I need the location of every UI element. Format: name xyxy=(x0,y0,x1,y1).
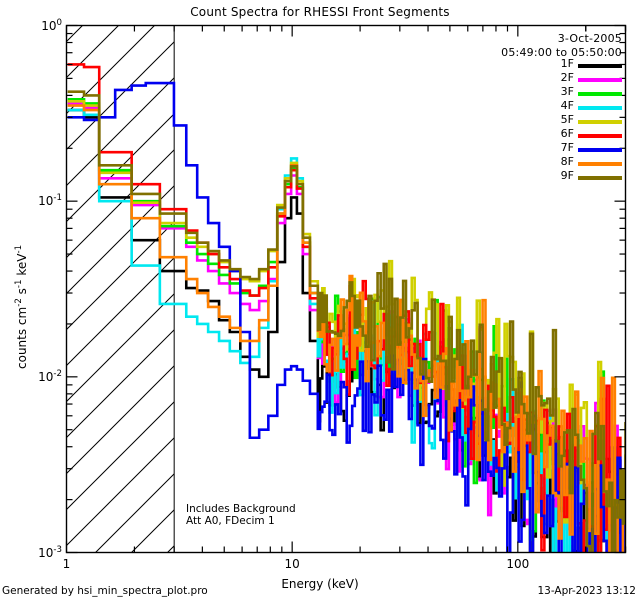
y-tick-10e-2: 10-2 xyxy=(38,368,62,384)
page-title: Count Spectra for RHESSI Front Segments xyxy=(190,5,450,19)
y-tick-10e0: 100 xyxy=(41,17,62,33)
legend-label-5F: 5F xyxy=(560,113,574,126)
legend-label-4F: 4F xyxy=(560,99,574,112)
legend-swatch-9F xyxy=(578,176,622,180)
legend-time-range: 05:49:00 to 05:50:00 xyxy=(501,46,622,59)
legend-label-7F: 7F xyxy=(560,141,574,154)
plot-annotation: Includes Background Att A0, FDecim 1 xyxy=(186,503,296,527)
y-tick-10e-3: 10-3 xyxy=(38,544,62,560)
legend-swatch-1F xyxy=(578,64,622,68)
legend-swatch-8F xyxy=(578,162,622,166)
legend-label-8F: 8F xyxy=(560,155,574,168)
y-axis-label: counts cm-2 s-1 keV-1 xyxy=(14,244,29,369)
legend-swatch-4F xyxy=(578,106,622,110)
legend-label-1F: 1F xyxy=(560,57,574,70)
x-tick-10: 10 xyxy=(284,556,300,571)
legend-label-2F: 2F xyxy=(560,71,574,84)
x-axis-label: Energy (keV) xyxy=(281,576,359,591)
legend-swatch-5F xyxy=(578,120,622,124)
y-tick-10e-1: 10-1 xyxy=(38,193,62,209)
legend-swatch-3F xyxy=(578,92,622,96)
series-9F xyxy=(67,90,626,553)
legend-label-9F: 9F xyxy=(560,169,574,182)
x-tick-1: 1 xyxy=(62,556,71,571)
series-8F xyxy=(67,104,626,553)
legend-date: 3-Oct-2005 xyxy=(557,32,622,45)
legend-label-3F: 3F xyxy=(560,85,574,98)
legend-swatch-7F xyxy=(578,148,622,152)
legend-swatch-6F xyxy=(578,134,622,138)
legend-label-6F: 6F xyxy=(560,127,574,140)
footer-generator: Generated by hsi_min_spectra_plot.pro xyxy=(2,585,208,597)
x-tick-100: 100 xyxy=(506,556,530,571)
footer-timestamp: 13-Apr-2023 13:12 xyxy=(537,585,636,597)
legend-swatch-2F xyxy=(578,78,622,82)
